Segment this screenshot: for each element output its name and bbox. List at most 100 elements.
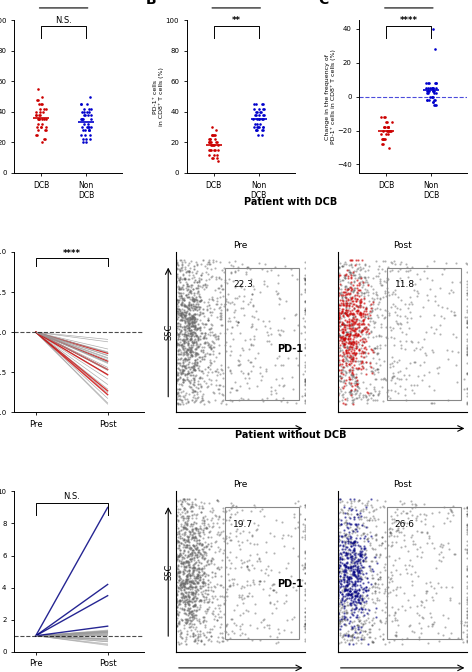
Point — [347, 497, 354, 508]
Point — [350, 632, 358, 642]
Point — [349, 308, 357, 319]
Point — [343, 548, 351, 559]
Point — [354, 355, 362, 366]
Point — [172, 330, 180, 341]
Point — [188, 506, 196, 517]
Point — [339, 338, 347, 349]
Point — [358, 595, 366, 605]
Point — [335, 566, 343, 577]
Point — [177, 263, 185, 274]
Point — [401, 298, 409, 309]
Point — [464, 368, 471, 378]
Point — [181, 301, 188, 312]
Point — [349, 578, 356, 589]
Point — [372, 612, 379, 622]
Point — [183, 516, 190, 527]
Point — [341, 269, 349, 280]
Point — [186, 314, 194, 325]
Point — [422, 327, 430, 337]
Point — [354, 288, 361, 299]
Point — [346, 328, 354, 339]
Point — [274, 637, 281, 648]
Point — [188, 310, 195, 321]
Point — [182, 334, 189, 345]
Point — [346, 599, 354, 610]
Point — [348, 291, 355, 302]
Point — [340, 613, 347, 624]
Point — [234, 384, 241, 395]
Point — [396, 335, 404, 346]
Point — [179, 574, 186, 585]
Point — [292, 352, 300, 363]
Point — [179, 374, 186, 385]
Point — [362, 274, 370, 285]
Point — [193, 593, 201, 603]
Point — [261, 259, 269, 269]
Point — [177, 326, 185, 337]
Point — [272, 388, 280, 398]
Point — [363, 308, 371, 319]
Point — [211, 581, 219, 592]
Point — [188, 575, 196, 585]
Point — [347, 573, 355, 583]
Point — [212, 380, 220, 390]
Point — [203, 603, 211, 614]
Point — [187, 519, 195, 530]
Point — [355, 566, 362, 577]
Point — [346, 364, 354, 374]
Point — [362, 351, 370, 362]
Point — [362, 322, 370, 333]
Point — [413, 499, 420, 510]
Point — [193, 277, 201, 288]
Point — [374, 367, 382, 378]
Point — [216, 286, 224, 297]
Point — [345, 337, 352, 348]
Point — [175, 348, 183, 359]
Point — [340, 577, 348, 588]
Point — [302, 578, 309, 589]
Point — [356, 533, 363, 544]
Point — [338, 632, 346, 642]
Point — [337, 307, 345, 318]
Point — [178, 303, 185, 314]
Point — [177, 561, 185, 572]
Point — [357, 513, 365, 524]
Point — [341, 585, 348, 595]
Point — [190, 327, 198, 337]
Point — [342, 585, 350, 596]
Point — [189, 601, 197, 612]
Point — [349, 309, 356, 320]
Point — [191, 317, 198, 328]
Point — [221, 298, 228, 309]
Point — [235, 317, 242, 328]
Point — [224, 288, 232, 299]
Point — [172, 597, 180, 608]
Point — [196, 574, 204, 585]
Point — [174, 532, 181, 542]
Point — [348, 296, 355, 306]
Point — [301, 376, 308, 386]
Point — [339, 319, 346, 329]
Point — [185, 281, 192, 292]
Point — [174, 559, 181, 570]
Point — [186, 286, 194, 297]
Point — [343, 579, 351, 590]
Point — [182, 508, 189, 519]
Point — [213, 149, 220, 160]
Point — [174, 620, 181, 631]
Point — [216, 529, 224, 540]
Point — [356, 319, 363, 330]
Point — [354, 567, 362, 578]
Point — [383, 333, 391, 343]
Point — [205, 259, 212, 269]
Point — [371, 578, 379, 589]
Point — [340, 585, 348, 596]
Point — [173, 589, 180, 599]
Point — [335, 317, 342, 327]
Point — [225, 555, 233, 566]
Point — [402, 374, 410, 384]
Point — [354, 313, 361, 324]
Point — [464, 345, 471, 356]
Point — [205, 257, 213, 267]
Point — [381, 286, 388, 296]
